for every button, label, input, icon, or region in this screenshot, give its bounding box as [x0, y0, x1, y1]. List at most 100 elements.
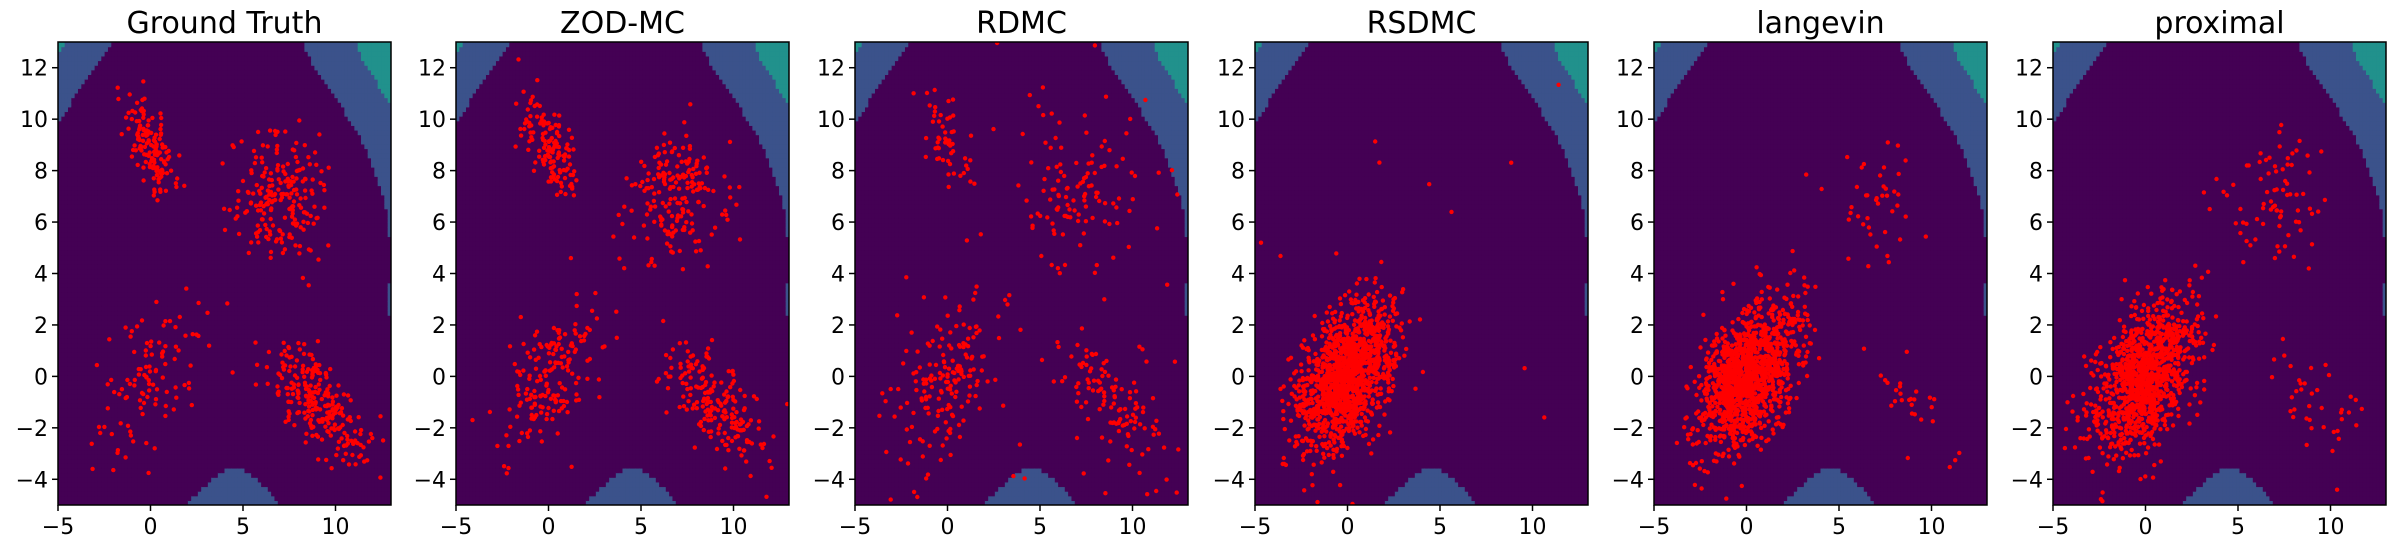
- sample-point: [943, 295, 947, 299]
- sample-point: [1368, 384, 1372, 388]
- sample-point: [1346, 366, 1350, 370]
- sample-point: [974, 325, 978, 329]
- sample-point: [144, 375, 148, 379]
- sample-point: [1750, 431, 1754, 435]
- sample-point: [1115, 221, 1119, 225]
- sample-point: [1742, 418, 1746, 422]
- sample-point: [1341, 382, 1345, 386]
- sample-point: [267, 177, 271, 181]
- sample-point: [273, 133, 277, 137]
- sample-point: [699, 248, 703, 252]
- sample-point: [329, 466, 333, 470]
- sample-point: [308, 383, 312, 387]
- sample-point: [1713, 351, 1717, 355]
- sample-point: [2253, 237, 2257, 241]
- sample-point: [577, 398, 581, 402]
- sample-point: [287, 409, 291, 413]
- sample-point: [1782, 348, 1786, 352]
- sample-point: [123, 455, 127, 459]
- sample-point: [165, 390, 169, 394]
- sample-point: [569, 256, 573, 260]
- sample-point: [682, 120, 686, 124]
- sample-point: [928, 362, 932, 366]
- y-tick-label: 2: [432, 314, 446, 339]
- sample-point: [1771, 431, 1775, 435]
- sample-point: [1786, 401, 1790, 405]
- sample-point: [1675, 441, 1679, 445]
- sample-point: [732, 415, 736, 419]
- sample-point: [1746, 394, 1750, 398]
- sample-point: [968, 179, 972, 183]
- sample-point: [1731, 436, 1735, 440]
- sample-point: [301, 220, 305, 224]
- x-tick-label: 10: [1918, 515, 1946, 540]
- sample-point: [1730, 377, 1734, 381]
- sample-point: [1371, 437, 1375, 441]
- sample-point: [194, 332, 198, 336]
- sample-point: [944, 436, 948, 440]
- sample-point: [281, 251, 285, 255]
- sample-point: [1059, 170, 1063, 174]
- sample-point: [1749, 385, 1753, 389]
- y-tick-label: 10: [1616, 108, 1644, 133]
- sample-point: [645, 236, 649, 240]
- sample-point: [1157, 171, 1161, 175]
- sample-point: [670, 177, 674, 181]
- sample-point: [1788, 271, 1792, 275]
- sample-point: [139, 406, 143, 410]
- sample-point: [249, 171, 253, 175]
- sample-point: [570, 136, 574, 140]
- sample-point: [298, 196, 302, 200]
- sample-point: [1071, 198, 1075, 202]
- sample-point: [926, 406, 930, 410]
- sample-point: [1694, 393, 1698, 397]
- sample-point: [557, 123, 561, 127]
- x-tick-label: 5: [1433, 515, 1447, 540]
- sample-point: [993, 378, 997, 382]
- sample-point: [719, 380, 723, 384]
- sample-point: [144, 348, 148, 352]
- sample-point: [1707, 411, 1711, 415]
- sample-point: [1747, 304, 1751, 308]
- sample-point: [1111, 256, 1115, 260]
- sample-point: [1366, 419, 1370, 423]
- sample-point: [1333, 310, 1337, 314]
- sample-point: [1712, 362, 1716, 366]
- sample-point: [274, 239, 278, 243]
- sample-point: [724, 399, 728, 403]
- sample-point: [1348, 395, 1352, 399]
- sample-point: [317, 420, 321, 424]
- sample-point: [706, 390, 710, 394]
- sample-point: [1897, 172, 1901, 176]
- sample-point: [1774, 342, 1778, 346]
- sample-point: [1355, 379, 1359, 383]
- sample-point: [924, 155, 928, 159]
- sample-point: [727, 369, 731, 373]
- sample-point: [544, 374, 548, 378]
- sample-point: [158, 187, 162, 191]
- sample-point: [1386, 330, 1390, 334]
- sample-point: [336, 446, 340, 450]
- sample-point: [245, 209, 249, 213]
- sample-point: [1778, 422, 1782, 426]
- sample-point: [951, 359, 955, 363]
- sample-point: [1373, 280, 1377, 284]
- sample-point: [136, 131, 140, 135]
- sample-point: [2245, 163, 2249, 167]
- sample-point: [1331, 344, 1335, 348]
- sample-point: [1931, 419, 1935, 423]
- sample-point: [573, 350, 577, 354]
- sample-point: [120, 132, 124, 136]
- sample-point: [622, 205, 626, 209]
- sample-point: [767, 459, 771, 463]
- sample-point: [1724, 496, 1728, 500]
- sample-point: [1022, 476, 1026, 480]
- sample-point: [1387, 389, 1391, 393]
- sample-point: [938, 344, 942, 348]
- sample-point: [1090, 216, 1094, 220]
- sample-point: [678, 405, 682, 409]
- sample-point: [2307, 170, 2311, 174]
- sample-point: [173, 357, 177, 361]
- y-tick-label: 6: [1630, 211, 1644, 236]
- y-tick-label: −2: [1213, 417, 1245, 442]
